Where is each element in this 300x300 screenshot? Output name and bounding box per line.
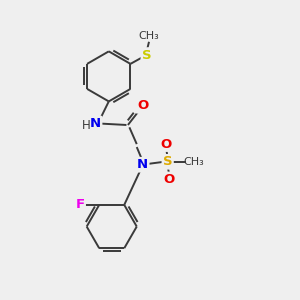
Text: O: O <box>164 173 175 186</box>
Text: S: S <box>163 155 172 168</box>
Text: CH₃: CH₃ <box>139 31 159 41</box>
Text: H: H <box>82 119 91 132</box>
Text: O: O <box>160 138 172 151</box>
Text: N: N <box>137 158 148 171</box>
Text: N: N <box>90 117 101 130</box>
Text: CH₃: CH₃ <box>184 157 205 167</box>
Text: S: S <box>142 49 152 62</box>
Text: O: O <box>137 99 148 112</box>
Text: F: F <box>76 198 85 212</box>
